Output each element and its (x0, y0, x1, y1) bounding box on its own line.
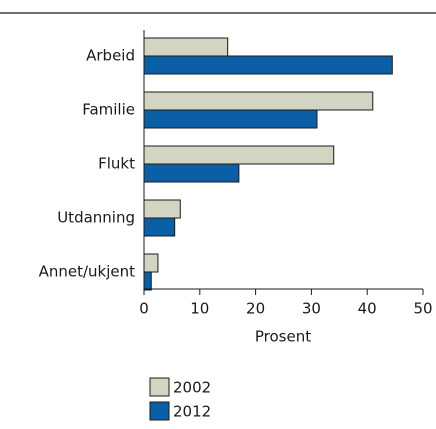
y-tick-label: Arbeid (86, 47, 135, 65)
legend-label: 2002 (173, 379, 211, 397)
legend-label: 2012 (173, 403, 211, 421)
y-tick-label: Annet/ukjent (39, 263, 136, 281)
x-tick-label: 10 (190, 300, 209, 318)
legend-swatch (149, 401, 170, 421)
x-tick-label: 20 (246, 300, 265, 318)
legend-swatch (149, 377, 170, 397)
bar (143, 55, 393, 75)
bar (143, 91, 374, 111)
x-tick-label: 30 (302, 300, 321, 318)
bar (143, 217, 176, 237)
bar (143, 37, 229, 57)
y-tick-label: Utdanning (57, 209, 135, 227)
y-tick-label: Familie (82, 101, 135, 119)
y-tick-label: Flukt (98, 155, 135, 173)
x-tick-label: 50 (413, 300, 432, 318)
bar (143, 163, 240, 183)
x-tick-label: 0 (139, 300, 149, 318)
bar (143, 253, 159, 273)
bar (143, 109, 318, 129)
bar (143, 271, 152, 291)
bar (143, 145, 335, 165)
x-axis-label: Prosent (255, 328, 311, 346)
bar (143, 199, 181, 219)
x-tick-label: 40 (358, 300, 377, 318)
